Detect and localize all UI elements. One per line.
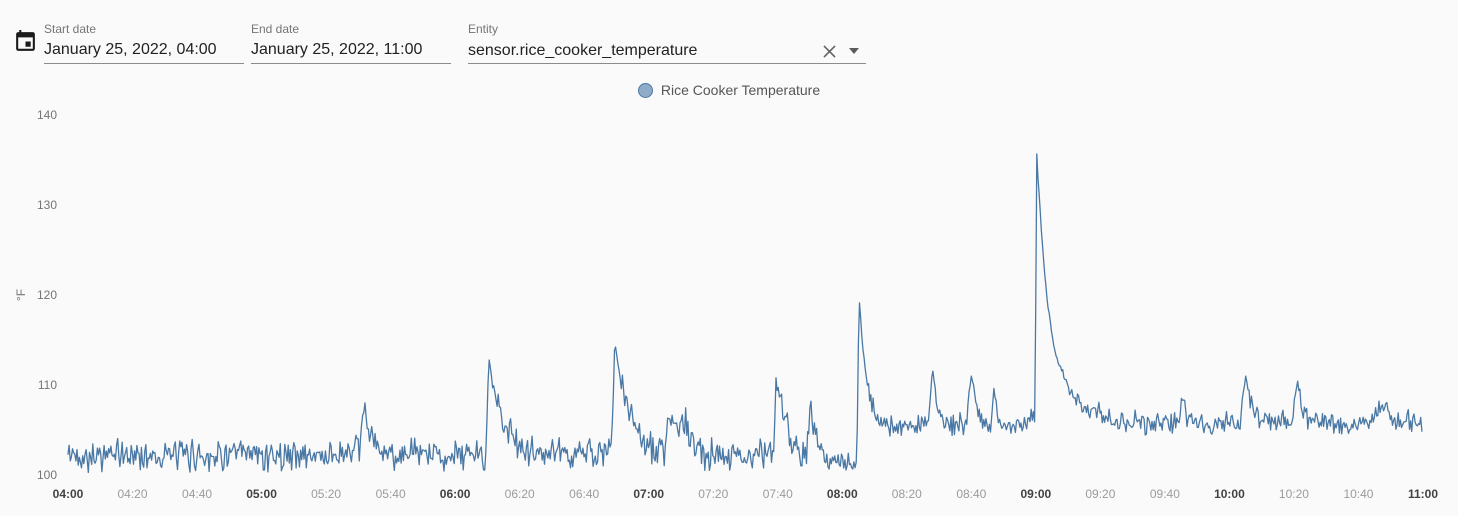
x-tick-label: 04:40 <box>182 487 213 501</box>
y-tick-label: 100 <box>36 468 57 482</box>
entity-label: Entity <box>468 22 499 36</box>
entity-input[interactable] <box>468 41 816 61</box>
calendar-icon[interactable] <box>11 29 39 57</box>
x-tick-label: 04:00 <box>52 487 84 501</box>
y-tick-label: 140 <box>36 108 57 122</box>
x-tick-label: 10:00 <box>1214 487 1245 501</box>
start-date-input[interactable] <box>44 40 244 60</box>
end-date-label: End date <box>251 22 300 36</box>
x-tick-label: 06:20 <box>504 487 535 501</box>
chevron-down-icon[interactable] <box>842 40 866 62</box>
start-date-field[interactable]: Start date <box>44 22 244 64</box>
x-tick-label: 10:20 <box>1278 487 1309 501</box>
clear-icon-glyph <box>822 44 836 58</box>
x-tick-label: 11:00 <box>1407 487 1439 501</box>
start-date-label: Start date <box>44 22 97 36</box>
x-tick-label: 06:00 <box>439 487 471 501</box>
x-tick-label: 07:00 <box>633 487 665 501</box>
temperature-series-line <box>67 153 1423 474</box>
x-tick-label: 07:20 <box>698 487 729 501</box>
x-tick-label: 08:40 <box>956 487 987 501</box>
x-tick-label: 05:00 <box>246 487 277 501</box>
x-tick-label: 08:20 <box>891 487 922 501</box>
entity-field[interactable]: Entity <box>468 22 866 64</box>
x-tick-label: 04:20 <box>117 487 148 501</box>
end-date-input[interactable] <box>251 40 451 60</box>
y-tick-label: 130 <box>36 198 57 212</box>
legend-marker-icon <box>637 82 653 98</box>
x-tick-label: 10:40 <box>1343 487 1374 501</box>
x-tick-label: 07:40 <box>762 487 793 501</box>
x-tick-label: 06:40 <box>569 487 600 501</box>
y-tick-label: 120 <box>36 288 57 302</box>
x-tick-label: 08:00 <box>826 487 858 501</box>
x-tick-label: 09:00 <box>1020 487 1052 501</box>
legend-item[interactable]: Rice Cooker Temperature <box>0 82 1458 98</box>
x-tick-label: 09:40 <box>1149 487 1180 501</box>
end-date-field[interactable]: End date <box>251 22 451 64</box>
calendar-icon-glyph <box>15 30 35 51</box>
chevron-down-glyph <box>849 48 859 54</box>
legend-label: Rice Cooker Temperature <box>660 82 821 98</box>
y-tick-label: 110 <box>37 378 57 392</box>
toolbar: Start date End date Entity <box>0 0 1458 72</box>
x-tick-label: 05:20 <box>311 487 342 501</box>
x-tick-label: 09:20 <box>1085 487 1116 501</box>
x-tick-label: 05:40 <box>375 487 406 501</box>
clear-icon[interactable] <box>816 40 842 62</box>
